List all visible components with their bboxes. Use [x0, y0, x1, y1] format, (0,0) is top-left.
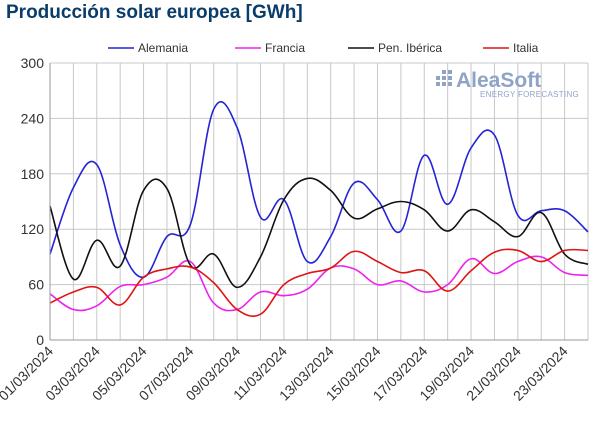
series-line-italia [49, 248, 589, 317]
aleasoft-logo-icon [436, 70, 452, 86]
series-line-pen-ib-rica [49, 177, 589, 289]
series-line-francia [49, 255, 589, 312]
legend-item-francia: Francia [235, 41, 305, 55]
series-line-alemania [49, 101, 589, 279]
logo-dot [442, 76, 446, 80]
series-lines [49, 101, 589, 317]
y-tick-label: 0 [36, 332, 44, 348]
legend-label: Pen. Ibérica [378, 41, 442, 55]
logo-dot [448, 70, 452, 74]
legend-item-italia: Italia [483, 41, 539, 55]
y-tick-label: 300 [21, 55, 45, 71]
logo-dot [436, 76, 440, 80]
y-tick-label: 120 [21, 221, 45, 237]
legend-item-pen-ib-rica: Pen. Ibérica [348, 41, 442, 55]
legend-label: Italia [513, 41, 539, 55]
y-tick-label: 60 [28, 277, 44, 293]
logo-name: AleaSoft [456, 69, 541, 92]
grid [49, 62, 589, 341]
legend-label: Alemania [138, 41, 188, 55]
logo-dot [442, 82, 446, 86]
logo-tagline: ENERGY FORECASTING [480, 90, 579, 99]
y-tick-label: 240 [21, 110, 45, 126]
y-tick-label: 180 [21, 166, 45, 182]
legend-label: Francia [265, 41, 305, 55]
logo-dot [436, 82, 440, 86]
logo-dot [442, 70, 446, 74]
legend: Alemania Francia Pen. Ibérica Italia [108, 41, 539, 55]
logo-dot [448, 76, 452, 80]
chart-title: Producción solar europea [GWh] [6, 2, 303, 23]
legend-item-alemania: Alemania [108, 41, 188, 55]
logo-dot [448, 82, 452, 86]
